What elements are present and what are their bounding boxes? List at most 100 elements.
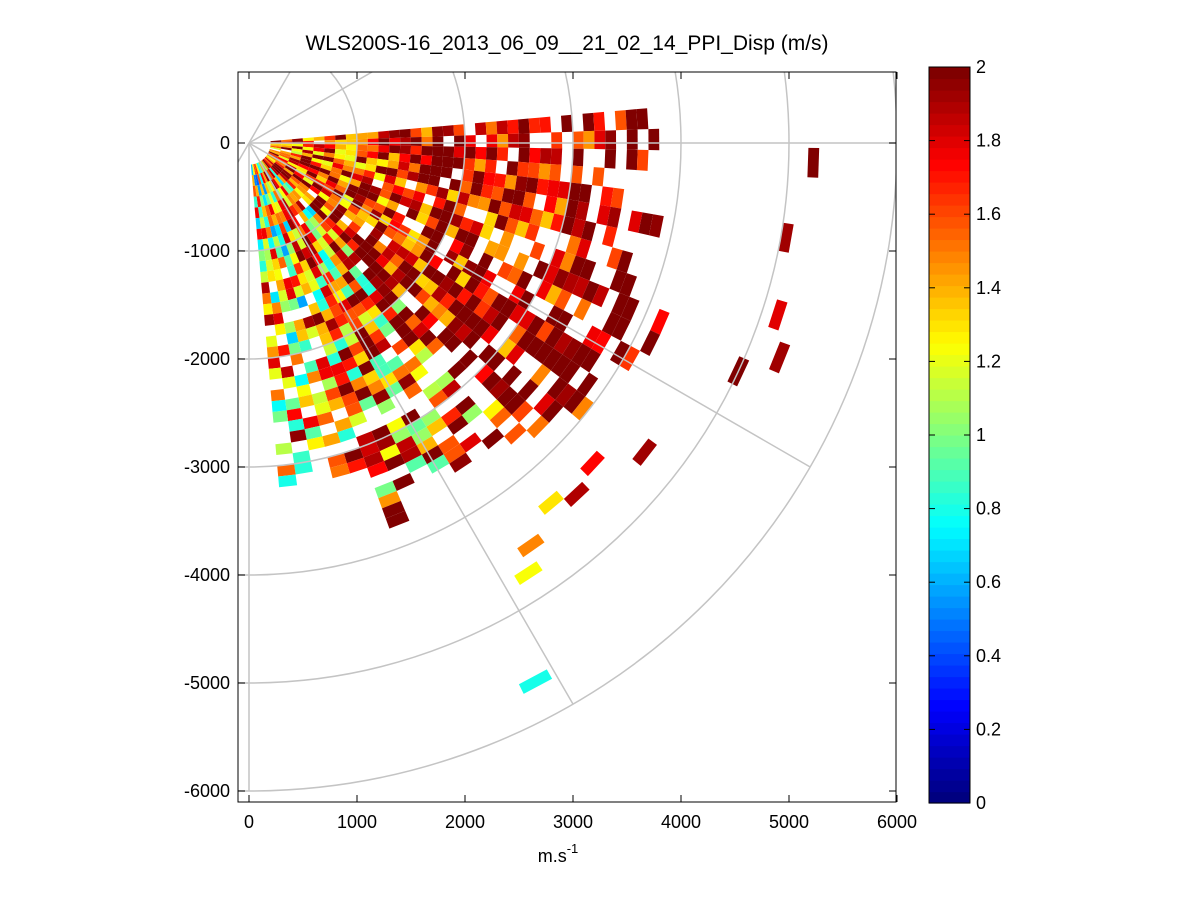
dispersion-cell — [305, 205, 317, 217]
isolated-cell — [768, 299, 788, 331]
dispersion-cell — [341, 244, 354, 258]
dispersion-cell — [591, 284, 610, 308]
dispersion-cell — [302, 143, 314, 148]
dispersion-cell — [281, 139, 293, 142]
dispersion-cell — [442, 146, 455, 158]
dispersion-cell — [555, 383, 577, 407]
dispersion-cell — [486, 147, 498, 161]
dispersion-cell — [341, 270, 356, 285]
dispersion-cell — [625, 109, 638, 130]
dispersion-cell — [449, 213, 464, 228]
dispersion-cell — [274, 323, 287, 336]
dispersion-cell — [508, 304, 527, 325]
dispersion-cell — [262, 159, 271, 169]
dispersion-cell — [268, 152, 279, 159]
dispersion-cell — [255, 174, 260, 186]
dispersion-cell — [392, 211, 406, 225]
dispersion-cell — [422, 295, 440, 313]
dispersion-cell — [533, 392, 556, 416]
dispersion-cell — [256, 196, 262, 208]
dispersion-cell — [377, 152, 390, 161]
dispersion-cell — [270, 146, 281, 151]
colorbar-band — [929, 274, 970, 287]
dispersion-cell — [282, 169, 293, 178]
dispersion-cell — [392, 473, 415, 491]
dispersion-cell — [420, 408, 441, 427]
dispersion-cell — [391, 268, 407, 283]
colorbar-tick-label: 2 — [976, 57, 986, 77]
dispersion-cell — [270, 140, 282, 143]
dispersion-cell — [497, 338, 517, 359]
dispersion-cell — [392, 364, 411, 382]
dispersion-cell — [331, 224, 344, 237]
colorbar-band — [929, 653, 970, 666]
dispersion-cell — [258, 173, 264, 185]
colorbar-band — [929, 745, 970, 758]
dispersion-cell — [354, 161, 366, 170]
dispersion-cell — [573, 298, 592, 321]
dispersion-cell — [296, 328, 309, 343]
y-tick-label: -2000 — [184, 349, 230, 369]
dispersion-cell — [484, 159, 497, 174]
dispersion-cell — [378, 138, 390, 146]
dispersion-cell — [474, 122, 487, 136]
dispersion-cell — [410, 243, 425, 258]
dispersion-cell — [517, 309, 536, 331]
dispersion-cell — [570, 218, 586, 239]
dispersion-cell — [374, 362, 393, 380]
dispersion-cell — [375, 254, 390, 269]
dispersion-cell — [602, 225, 618, 248]
dispersion-cell — [324, 135, 336, 141]
dispersion-cell — [453, 146, 465, 159]
dispersion-cell — [518, 206, 534, 224]
dispersion-cell — [525, 336, 545, 358]
dispersion-cell — [284, 165, 296, 174]
dispersion-cell — [288, 177, 299, 188]
dispersion-cell — [606, 247, 623, 270]
dispersion-cell — [309, 164, 321, 172]
dispersion-cell — [448, 178, 462, 192]
dispersion-cell — [539, 211, 555, 230]
dispersion-cell — [304, 425, 323, 440]
dispersion-cell — [483, 172, 496, 187]
colorbar-tick-label: 0.2 — [976, 719, 1001, 739]
x-axis: 0 1000 2000 3000 4000 5000 6000 — [244, 72, 917, 832]
dispersion-cell — [638, 212, 654, 236]
colorbar-axis: 0 0.2 0.4 0.6 0.8 1 1.2 1.4 1.6 1.8 2 — [929, 57, 1001, 813]
dispersion-cell — [311, 181, 324, 192]
dispersion-cell — [542, 264, 560, 285]
dispersion-cell — [561, 114, 573, 133]
dispersion-cell — [346, 366, 363, 382]
dispersion-cell — [456, 287, 473, 306]
colorbar-band — [929, 331, 970, 344]
dispersion-cell — [344, 188, 357, 199]
isolated-cell — [514, 561, 543, 585]
dispersion-cell — [367, 461, 389, 478]
dispersion-cell — [338, 198, 351, 210]
dispersion-cell — [368, 289, 384, 305]
dispersion-cell — [399, 145, 411, 155]
dispersion-cell — [430, 302, 448, 320]
dispersion-cell — [264, 205, 272, 217]
dispersion-cell — [477, 252, 494, 270]
dispersion-cell — [454, 228, 470, 244]
colorbar-band — [929, 688, 970, 701]
dispersion-cell — [277, 256, 287, 269]
colorbar-band — [929, 239, 970, 252]
dispersion-cell — [525, 177, 539, 194]
dispersion-cell — [359, 240, 374, 254]
dispersion-cell — [470, 182, 483, 197]
dispersion-cell — [326, 197, 339, 208]
dispersion-cell — [358, 395, 377, 412]
dispersion-cell — [611, 292, 630, 317]
dispersion-cell — [299, 259, 311, 273]
dispersion-cell — [302, 149, 314, 155]
dispersion-cell — [315, 195, 327, 206]
dispersion-cell — [271, 399, 287, 412]
dispersion-cell — [550, 354, 572, 377]
dispersion-cell — [265, 226, 273, 239]
dispersion-cell — [286, 179, 297, 190]
dispersion-cell — [335, 134, 347, 140]
dispersion-cell — [366, 304, 382, 320]
colorbar-band — [929, 182, 970, 195]
